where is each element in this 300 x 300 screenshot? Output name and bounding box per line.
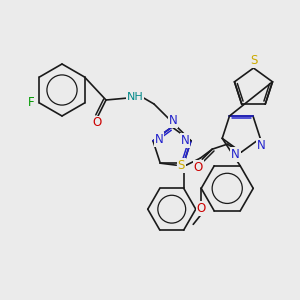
Text: O: O [92, 116, 102, 130]
Text: N: N [257, 139, 266, 152]
Text: O: O [196, 202, 206, 215]
Text: S: S [178, 159, 185, 172]
Text: S: S [250, 55, 257, 68]
Text: N: N [231, 148, 240, 161]
Text: F: F [28, 97, 35, 110]
Text: N: N [154, 133, 164, 146]
Text: NH: NH [127, 92, 143, 102]
Text: N: N [181, 134, 189, 147]
Text: O: O [194, 161, 203, 174]
Text: N: N [169, 115, 177, 128]
